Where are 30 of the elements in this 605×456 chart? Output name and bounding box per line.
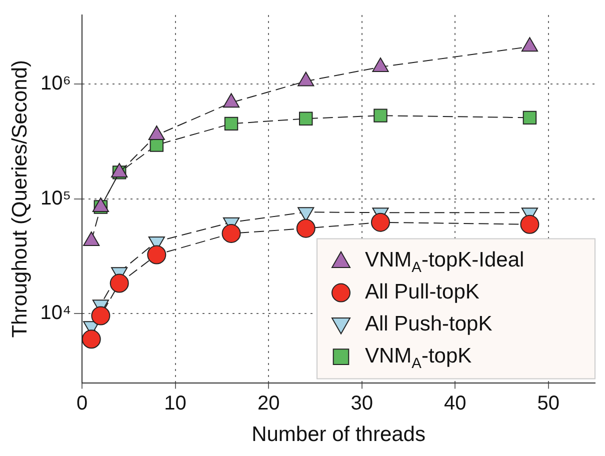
point [296,218,316,238]
point [521,37,538,52]
point [298,72,314,86]
point [370,212,390,232]
y-tick-label: 10⁵ [40,187,72,210]
y-tick-label: 10⁴ [40,302,72,324]
point [299,112,313,126]
x-axis-title: Number of threads [252,423,426,446]
y-tick-label: 10⁶ [40,72,72,95]
point [82,330,101,349]
legend-label: All Pull-topK [365,280,480,304]
point [147,245,166,264]
x-tick-label: 30 [350,392,373,414]
point [522,110,537,125]
point [372,57,389,72]
x-tick-label: 40 [444,392,466,414]
point [520,214,540,234]
point [224,116,238,131]
y-axis-title: Throughout (Queries/Second) [8,60,32,338]
x-tick-label: 0 [76,392,88,414]
point [222,93,240,108]
x-tick-label: 50 [537,392,560,414]
point [374,108,388,122]
point [222,224,241,243]
legend-label: All Push-topK [365,312,492,336]
x-tick-label: 10 [164,392,186,414]
point [110,274,129,293]
point [148,126,165,140]
x-tick-label: 20 [257,392,280,414]
point [91,306,110,326]
